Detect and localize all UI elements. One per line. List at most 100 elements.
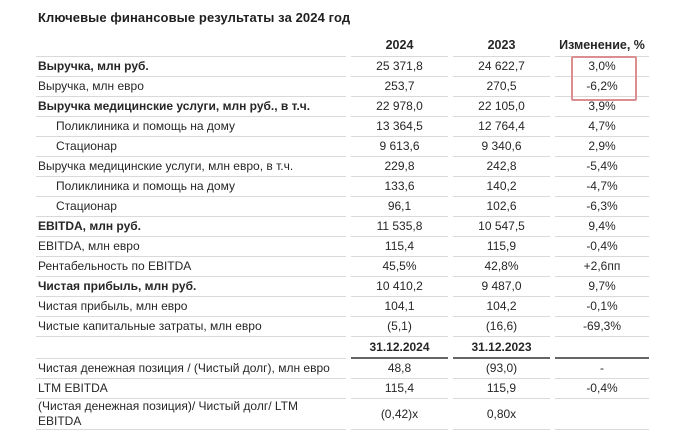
cell-value: 3,0%: [555, 57, 649, 77]
cell-value: 24 622,7: [453, 57, 550, 77]
cell-value: 104,2: [453, 297, 550, 317]
table-row: Поликлиника и помощь на дому 13 364,5 12 7…: [36, 117, 649, 137]
row-label: Чистая денежная позиция / (Чистый долг),…: [36, 359, 346, 379]
cell-value: -: [555, 359, 649, 379]
cell-value: -0,1%: [555, 297, 649, 317]
table-row: Чистая прибыль, млн руб. 10 410,2 9 487,0 9…: [36, 277, 649, 297]
table-row: Чистая денежная позиция / (Чистый долг),…: [36, 359, 649, 379]
table-row: Выручка медицинские услуги, млн евро, в …: [36, 157, 649, 177]
cell-value: [555, 337, 649, 359]
cell-value: 10 547,5: [453, 217, 550, 237]
table-wrap: 2024 2023 Изменение, % Выручка, млн руб.…: [31, 33, 654, 430]
cell-value: 22 105,0: [453, 97, 550, 117]
cell-value: 25 371,8: [351, 57, 448, 77]
cell-value: 229,8: [351, 157, 448, 177]
cell-value: 253,7: [351, 77, 448, 97]
financial-table: 2024 2023 Изменение, % Выручка, млн руб.…: [31, 33, 654, 430]
cell-value: -4,7%: [555, 177, 649, 197]
cell-value: 0,80x: [453, 399, 550, 430]
row-label: Выручка медицинские услуги, млн руб., в …: [36, 97, 346, 117]
cell-value: 42,8%: [453, 257, 550, 277]
cell-value: 4,7%: [555, 117, 649, 137]
cell-value: 3,9%: [555, 97, 649, 117]
table-row: Чистая прибыль, млн евро 104,1 104,2 -0,1%: [36, 297, 649, 317]
cell-value: -5,4%: [555, 157, 649, 177]
row-label: Стационар: [36, 197, 346, 217]
cell-value: 133,6: [351, 177, 448, 197]
cell-value: 242,8: [453, 157, 550, 177]
date-header-row: 31.12.2024 31.12.2023: [36, 337, 649, 359]
cell-value: 9,7%: [555, 277, 649, 297]
cell-value: 22 978,0: [351, 97, 448, 117]
cell-value: 9 487,0: [453, 277, 550, 297]
table-row: Стационар 96,1 102,6 -6,3%: [36, 197, 649, 217]
cell-value: 115,4: [351, 237, 448, 257]
cell-value: 104,1: [351, 297, 448, 317]
cell-value: (0,42)x: [351, 399, 448, 430]
header-row: 2024 2023 Изменение, %: [36, 33, 649, 57]
cell-value: 115,9: [453, 379, 550, 399]
row-label: Выручка медицинские услуги, млн евро, в …: [36, 157, 346, 177]
table-body: Выручка, млн руб. 25 371,8 24 622,7 3,0% Выр…: [36, 57, 649, 430]
cell-value: 10 410,2: [351, 277, 448, 297]
row-label: Чистые капитальные затраты, млн евро: [36, 317, 346, 337]
cell-value: (16,6): [453, 317, 550, 337]
table-row: Стационар 9 613,6 9 340,6 2,9%: [36, 137, 649, 157]
row-label: [36, 337, 346, 359]
table-row: (Чистая денежная позиция)/ Чистый долг/ …: [36, 399, 649, 430]
row-label: Поликлиника и помощь на дому: [36, 117, 346, 137]
page-title: Ключевые финансовые результаты за 2024 г…: [38, 10, 351, 25]
table-row: Выручка медицинские услуги, млн руб., в …: [36, 97, 649, 117]
table-row: Чистые капитальные затраты, млн евро (5,1…: [36, 317, 649, 337]
cell-value: 11 535,8: [351, 217, 448, 237]
cell-value: 13 364,5: [351, 117, 448, 137]
cell-value: 270,5: [453, 77, 550, 97]
cell-value: 31.12.2023: [453, 337, 550, 359]
row-label: Выручка, млн евро: [36, 77, 346, 97]
cell-value: 9,4%: [555, 217, 649, 237]
cell-value: 45,5%: [351, 257, 448, 277]
cell-value: 140,2: [453, 177, 550, 197]
header-2023: 2023: [453, 33, 550, 57]
cell-value: -0,4%: [555, 379, 649, 399]
cell-value: 48,8: [351, 359, 448, 379]
cell-value: 31.12.2024: [351, 337, 448, 359]
cell-value: 12 764,4: [453, 117, 550, 137]
row-label: Чистая прибыль, млн евро: [36, 297, 346, 317]
row-label: Поликлиника и помощь на дому: [36, 177, 346, 197]
cell-value: -6,2%: [555, 77, 649, 97]
row-label: Стационар: [36, 137, 346, 157]
header-empty: [36, 33, 346, 57]
cell-value: 9 613,6: [351, 137, 448, 157]
table-row: Выручка, млн руб. 25 371,8 24 622,7 3,0%: [36, 57, 649, 77]
cell-value: 96,1: [351, 197, 448, 217]
cell-value: 2,9%: [555, 137, 649, 157]
row-label: LTM EBITDA: [36, 379, 346, 399]
header-change: Изменение, %: [555, 33, 649, 57]
table-row: LTM EBITDA 115,4 115,9 -0,4%: [36, 379, 649, 399]
row-label: EBITDA, млн евро: [36, 237, 346, 257]
row-label: (Чистая денежная позиция)/ Чистый долг/ …: [36, 399, 346, 430]
cell-value: -0,4%: [555, 237, 649, 257]
cell-value: (5,1): [351, 317, 448, 337]
cell-value: (93,0): [453, 359, 550, 379]
table-row: Поликлиника и помощь на дому 133,6 140,2 -4…: [36, 177, 649, 197]
cell-value: [555, 399, 649, 430]
cell-value: -69,3%: [555, 317, 649, 337]
table-row: Рентабельность по EBITDA 45,5% 42,8% +2,6пп: [36, 257, 649, 277]
table-row: Выручка, млн евро 253,7 270,5 -6,2%: [36, 77, 649, 97]
cell-value: +2,6пп: [555, 257, 649, 277]
cell-value: 115,4: [351, 379, 448, 399]
header-2024: 2024: [351, 33, 448, 57]
cell-value: -6,3%: [555, 197, 649, 217]
table-row: EBITDA, млн руб. 11 535,8 10 547,5 9,4%: [36, 217, 649, 237]
row-label: Чистая прибыль, млн руб.: [36, 277, 346, 297]
cell-value: 9 340,6: [453, 137, 550, 157]
cell-value: 115,9: [453, 237, 550, 257]
cell-value: 102,6: [453, 197, 550, 217]
table-row: EBITDA, млн евро 115,4 115,9 -0,4%: [36, 237, 649, 257]
row-label: EBITDA, млн руб.: [36, 217, 346, 237]
row-label: Выручка, млн руб.: [36, 57, 346, 77]
row-label: Рентабельность по EBITDA: [36, 257, 346, 277]
